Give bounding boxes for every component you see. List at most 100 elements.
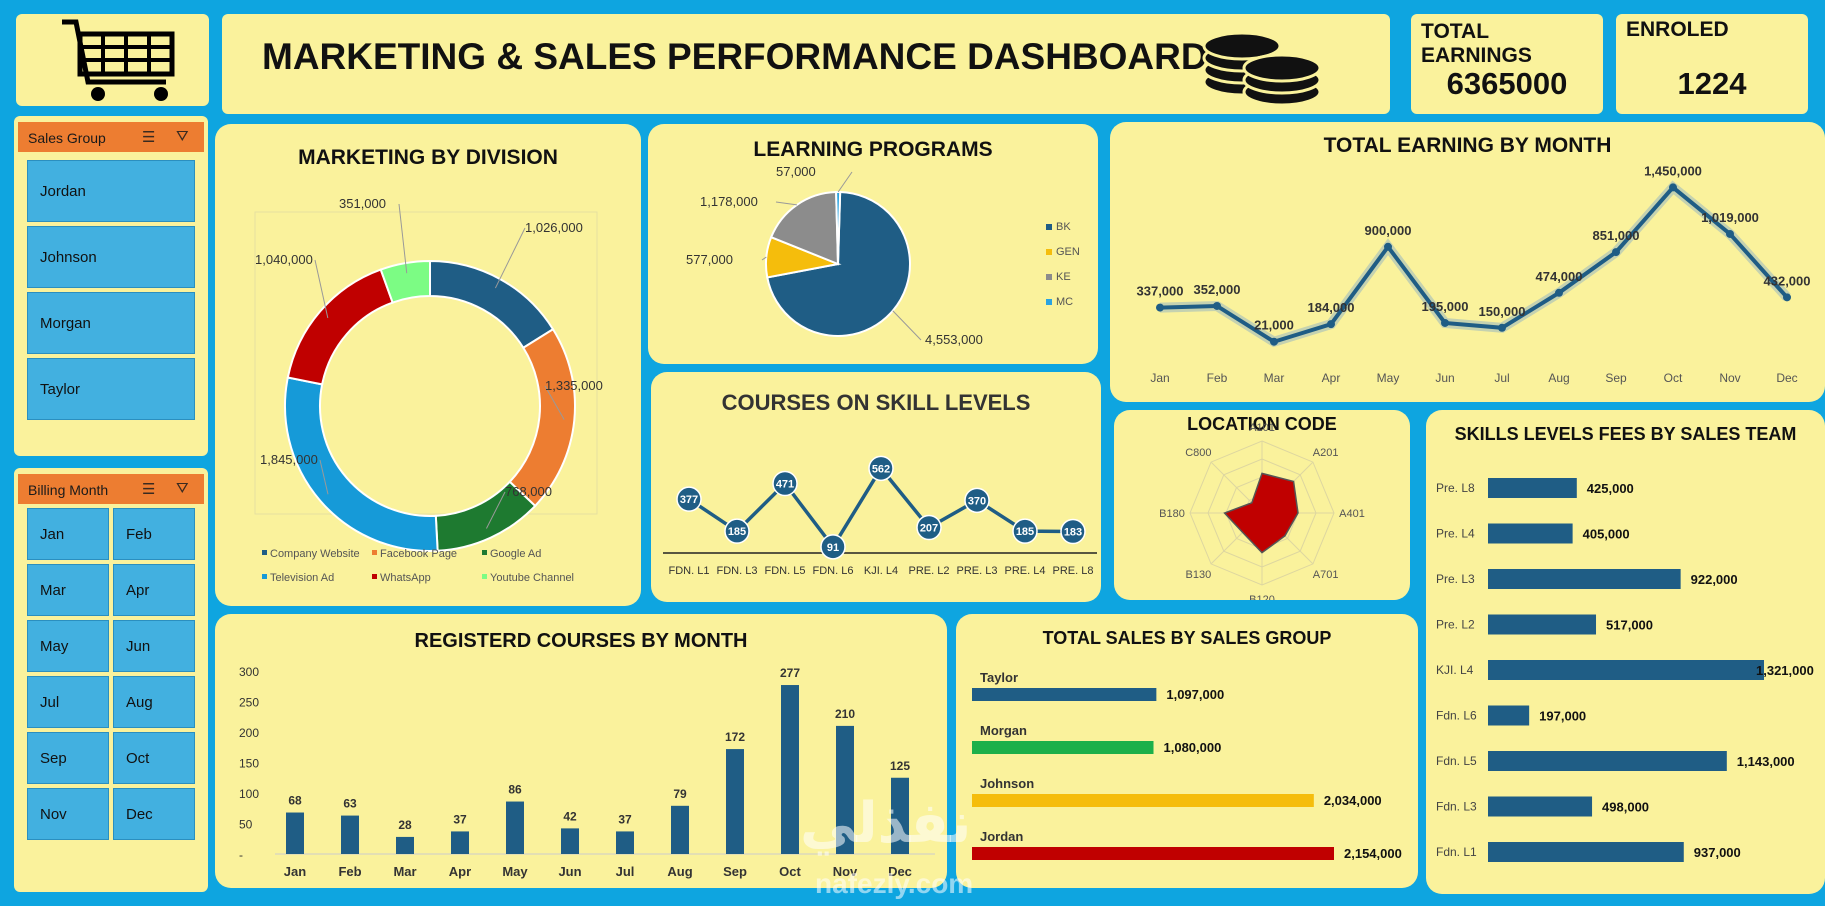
x-tick-label: PRE. L2 (909, 565, 950, 577)
x-tick-label: Nov (1719, 371, 1740, 385)
leader-line (775, 201, 797, 206)
bar (1488, 569, 1681, 589)
y-tick-label: Fdn. L6 (1436, 709, 1477, 723)
y-tick-label: Pre. L3 (1436, 572, 1475, 586)
slicer-item-apr[interactable]: Apr (113, 564, 195, 616)
y-tick-label: Fdn. L3 (1436, 800, 1477, 814)
legend-swatch (482, 574, 487, 579)
legend-item: Television Ad (270, 572, 334, 584)
leader-line (319, 459, 329, 495)
y-tick-label: 200 (239, 726, 259, 740)
slicer-item-johnson[interactable]: Johnson (27, 226, 195, 288)
bar (1488, 478, 1577, 498)
data-label: 768,000 (505, 484, 552, 499)
slicer-item-mar[interactable]: Mar (27, 564, 109, 616)
x-tick-label: Dec (888, 864, 912, 879)
slicer-item-taylor[interactable]: Taylor (27, 358, 195, 420)
chart-total-sales-by-sales-group: TOTAL SALES BY SALES GROUP Taylor 1,097,0… (956, 614, 1418, 888)
multi-select-icon[interactable]: ☰ (142, 481, 156, 498)
plot-area (254, 211, 598, 515)
data-label: 37 (618, 812, 632, 826)
data-point (964, 487, 990, 514)
data-label: 405,000 (1583, 527, 1630, 542)
bar (836, 725, 854, 854)
data-label: 337,000 (1137, 284, 1184, 299)
legend-item: Google Ad (490, 548, 541, 560)
x-tick-label: PRE. L3 (957, 565, 998, 577)
chart-total-earning-by-month: TOTAL EARNING BY MONTH 337,000 Jan 352,000… (1110, 122, 1825, 402)
slicer-sales-group-title: Sales Group (28, 130, 106, 146)
watermark: نفذلي (800, 791, 972, 854)
legend-item: BK (1056, 221, 1071, 233)
radar-axis-label: C800 (1185, 447, 1211, 459)
data-label: 471 (776, 479, 794, 491)
bar (972, 741, 1154, 754)
radar-axis-label: B120 (1249, 594, 1275, 600)
chart-title: TOTAL EARNING BY MONTH (1323, 134, 1612, 157)
slicer-billing-month-header: Billing Month ☰ ⛛ (18, 474, 204, 504)
data-label: 1,845,000 (260, 452, 318, 467)
radar-axis-label: B130 (1186, 569, 1212, 581)
bar (396, 836, 414, 854)
x-tick-label: Feb (338, 864, 361, 879)
category-label: Morgan (980, 723, 1027, 738)
data-point (1726, 229, 1734, 238)
donut-slice-company-website (429, 259, 555, 350)
slicer-item-dec[interactable]: Dec (113, 788, 195, 840)
pie-slice-ke (769, 190, 840, 266)
x-tick-label: FDN. L5 (765, 565, 806, 577)
slicer-item-jordan[interactable]: Jordan (27, 160, 195, 222)
data-label: 1,019,000 (1701, 210, 1759, 225)
clear-filter-icon[interactable]: ⛛ (176, 480, 189, 497)
slicer-sales-group-header: Sales Group ☰ ⛛ (18, 122, 204, 152)
radar-axis-label: A201 (1313, 447, 1339, 459)
x-tick-label: KJI. L4 (864, 565, 898, 577)
data-label: 63 (343, 797, 357, 811)
data-point (1270, 337, 1278, 346)
slicer-item-may[interactable]: May (27, 620, 109, 672)
data-label: 28 (398, 818, 412, 832)
data-point (1669, 183, 1677, 192)
slicer-billing-month: Billing Month ☰ ⛛ Jan Feb Mar Apr May Jun Jul A… (14, 468, 208, 892)
data-label: 210 (835, 707, 855, 721)
x-tick-label: Mar (1264, 371, 1285, 385)
multi-select-icon[interactable]: ☰ (142, 129, 156, 146)
slicer-item-morgan[interactable]: Morgan (27, 292, 195, 354)
data-point (772, 470, 798, 497)
slicer-item-oct[interactable]: Oct (113, 732, 195, 784)
data-label: 86 (508, 783, 522, 797)
slicer-item-jun[interactable]: Jun (113, 620, 195, 672)
x-tick-label: Jul (616, 864, 635, 879)
slicer-item-sep[interactable]: Sep (27, 732, 109, 784)
data-label: 851,000 (1593, 228, 1640, 243)
donut-slice-facebook-page (508, 327, 576, 508)
line-chart: 377 FDN. L1 185 FDN. L3 471 FDN. L5 91 FDN. L6 5… (663, 455, 1097, 577)
page-title: MARKETING & SALES PERFORMANCE DASHBOARD (262, 36, 1208, 77)
x-tick-label: Apr (1322, 371, 1341, 385)
slicer-item-feb[interactable]: Feb (113, 508, 195, 560)
data-label: 1,080,000 (1164, 740, 1222, 755)
data-label: 184,000 (1308, 300, 1355, 315)
bar (1488, 614, 1597, 635)
x-tick-label: Nov (833, 864, 858, 879)
coins-icon (1202, 31, 1322, 107)
bar (781, 685, 799, 854)
slicer-item-nov[interactable]: Nov (27, 788, 109, 840)
slicer-item-jan[interactable]: Jan (27, 508, 109, 560)
x-tick-label: Jan (284, 864, 306, 879)
kpi-enroled-value: 1224 (1677, 66, 1747, 101)
slicer-item-jul[interactable]: Jul (27, 676, 109, 728)
radar-axis-label: A401 (1339, 508, 1365, 520)
leader-line (485, 491, 506, 529)
chart-marketing-by-division: MARKETING BY DIVISION 1,026,000 1,335,000… (215, 124, 641, 606)
x-tick-label: Jan (1150, 371, 1169, 385)
data-label: 21,000 (1254, 318, 1294, 333)
data-label: 498,000 (1602, 800, 1649, 815)
data-label: 517,000 (1606, 618, 1653, 633)
slicer-item-aug[interactable]: Aug (113, 676, 195, 728)
data-label: 1,450,000 (1644, 163, 1702, 178)
donut-slice-whatsapp (286, 268, 394, 386)
data-label: 377 (680, 494, 698, 506)
chart-registerd-courses-by-month: REGISTERD COURSES BY MONTH 300 250 200 150 1… (215, 614, 947, 888)
clear-filter-icon[interactable]: ⛛ (176, 128, 189, 145)
